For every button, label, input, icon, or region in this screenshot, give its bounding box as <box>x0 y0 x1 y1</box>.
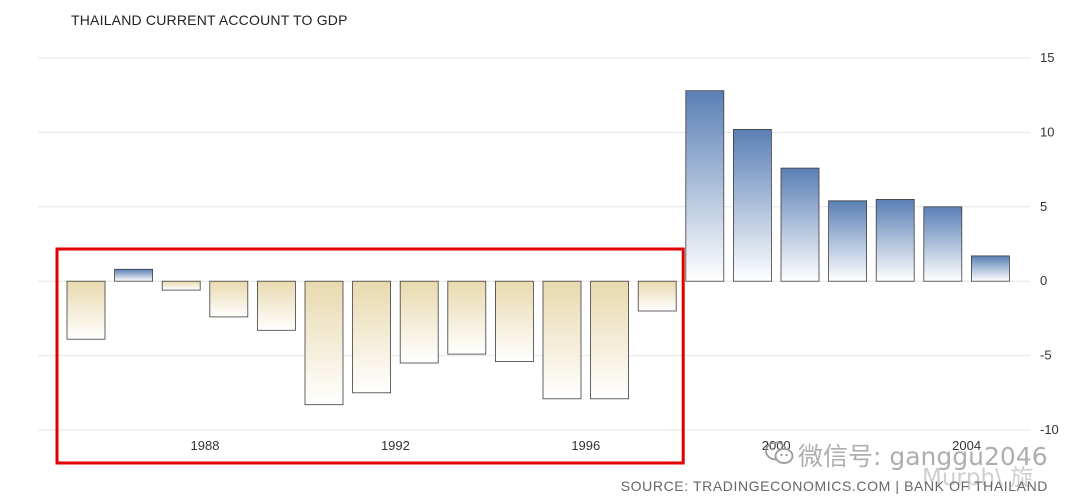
chart-title: THAILAND CURRENT ACCOUNT TO GDP <box>71 12 348 28</box>
bar-2002 <box>875 198 915 282</box>
bar-1998 <box>685 90 725 282</box>
y-tick-label: 5 <box>1040 199 1047 214</box>
bars <box>66 90 1010 406</box>
y-tick-label: 15 <box>1040 50 1054 65</box>
watermark-text: 微信号: ganggu2046 <box>798 442 1048 471</box>
y-tick-label: -10 <box>1040 422 1059 437</box>
y-axis-ticks: 15 10 5 0 -5 -10 <box>1040 50 1059 437</box>
x-tick-label: 1996 <box>571 438 600 453</box>
wechat-icon <box>764 440 794 471</box>
watermark-text-2: Murph\ 旋 <box>922 465 1034 491</box>
bar-1988 <box>209 280 249 318</box>
bar-1999 <box>733 128 772 282</box>
bar-1992 <box>399 280 439 364</box>
y-tick-label: -5 <box>1040 348 1052 363</box>
bar-1995 <box>542 280 582 400</box>
x-tick-label: 1992 <box>381 438 410 453</box>
bar-1985 <box>66 280 106 340</box>
bar-2001 <box>828 200 867 282</box>
bar-1997 <box>637 280 677 312</box>
bar-2003 <box>923 206 963 282</box>
bar-1996 <box>590 280 629 400</box>
bar-1987 <box>161 280 201 291</box>
bar-1989 <box>256 280 296 331</box>
bar-1990 <box>304 280 344 406</box>
chart-source: SOURCE: TRADINGECONOMICS.COM | BANK OF T… <box>620 478 1048 494</box>
x-tick-label: 2004 <box>952 438 981 453</box>
bar-1994 <box>494 280 534 363</box>
bar-1986 <box>114 268 153 282</box>
bar-1991 <box>352 280 392 394</box>
annotations <box>55 247 685 465</box>
bar-2000 <box>780 167 820 282</box>
y-tick-label: 10 <box>1040 124 1054 139</box>
bar-1993 <box>447 280 487 355</box>
y-tick-label: 0 <box>1040 273 1047 288</box>
highlight-box <box>55 247 685 465</box>
x-tick-label: 1988 <box>191 438 220 453</box>
bar-2004 <box>971 255 1010 282</box>
